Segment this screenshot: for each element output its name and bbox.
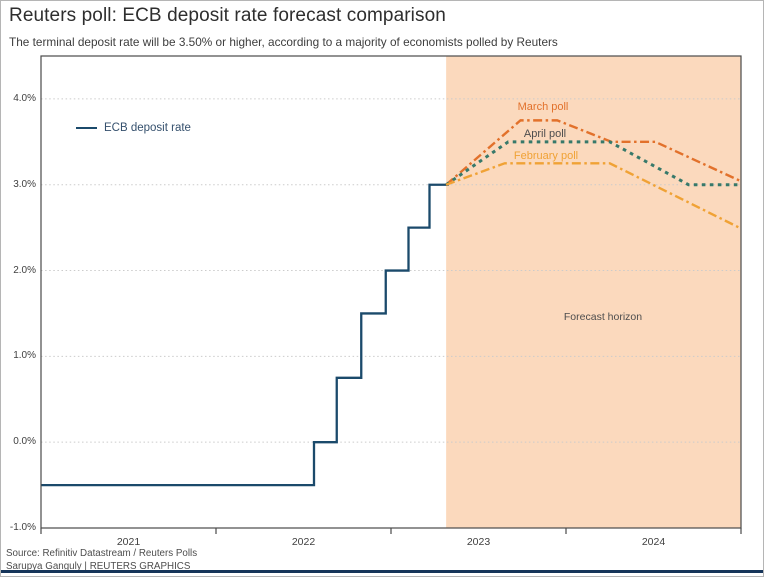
bottom-rule [1,570,763,573]
y-tick-label: 0.0% [13,436,36,448]
legend-label: ECB deposit rate [104,122,191,134]
y-tick-label: 1.0% [13,350,36,362]
y-tick-label: -1.0% [9,522,36,533]
x-tick-label: 2022 [291,536,316,548]
forecast-horizon-label: Forecast horizon [563,311,643,323]
y-tick-label: 3.0% [13,178,36,190]
march-poll-label: March poll [517,101,569,113]
y-tick-label: 4.0% [13,92,36,104]
forecast-shading [446,56,741,528]
source-line: Source: Refinitiv Datastream / Reuters P… [6,548,198,559]
series-february-poll [445,162,740,229]
credit-line: Sarupya Ganguly | REUTERS GRAPHICS [6,561,191,572]
series-ecb-deposit-rate [41,183,449,487]
x-tick-label: 2021 [116,536,141,548]
x-tick-label: 2023 [466,536,491,548]
y-tick-label: 2.0% [13,264,36,276]
legend: ECB deposit rate [76,122,191,134]
april-poll-label: April poll [523,128,567,140]
series-march-poll [445,119,740,186]
page-subtitle: The terminal deposit rate will be 3.50% … [9,35,558,49]
february-poll-label: February poll [513,150,579,162]
ecb-line-swatch [76,126,97,130]
series-april-poll [445,140,740,187]
page-title: Reuters poll: ECB deposit rate forecast … [9,5,446,26]
x-tick-label: 2024 [641,536,666,548]
